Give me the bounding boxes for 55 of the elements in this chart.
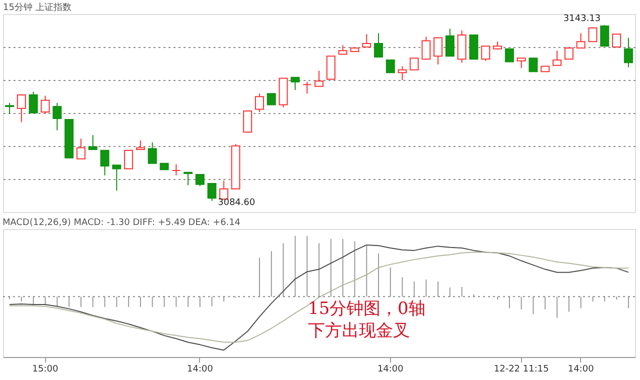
x-tick-label: 14:00 bbox=[377, 364, 404, 374]
candlestick bbox=[100, 150, 110, 176]
candlestick bbox=[184, 172, 193, 186]
candlestick bbox=[254, 93, 264, 112]
candlestick bbox=[195, 174, 204, 187]
candlestick bbox=[588, 27, 598, 42]
candlestick bbox=[481, 46, 490, 62]
candlestick bbox=[374, 32, 384, 58]
candlestick bbox=[172, 164, 181, 176]
candlestick bbox=[112, 164, 122, 192]
candlestick bbox=[76, 138, 86, 160]
candlestick bbox=[28, 91, 38, 114]
candlestick bbox=[326, 56, 336, 80]
candlestick bbox=[52, 102, 62, 131]
candlestick bbox=[290, 76, 300, 91]
candlestick bbox=[207, 182, 216, 202]
candlestick bbox=[612, 34, 622, 48]
candlestick bbox=[219, 180, 228, 200]
candlestick bbox=[410, 58, 419, 70]
candlestick bbox=[5, 102, 14, 114]
annotation: 15分钟图，0轴 bbox=[308, 299, 426, 319]
candlestick bbox=[40, 95, 50, 114]
candlestick bbox=[16, 94, 26, 123]
candlestick bbox=[422, 36, 431, 60]
candlestick bbox=[314, 70, 324, 87]
candlestick bbox=[338, 44, 348, 55]
candlestick bbox=[576, 32, 586, 48]
annotation: 下方出现金叉 bbox=[308, 321, 410, 341]
candlestick bbox=[266, 93, 276, 106]
candlestick bbox=[243, 110, 252, 133]
x-tick-label: 15:00 bbox=[32, 364, 58, 374]
candlestick bbox=[600, 24, 610, 47]
annotation: 3084.60 bbox=[218, 198, 256, 208]
candlestick bbox=[552, 50, 562, 66]
candlestick bbox=[624, 37, 633, 68]
x-tick-label: 14:00 bbox=[568, 364, 594, 374]
candlestick bbox=[528, 58, 538, 72]
x-tick-label: 12-22 11:15 bbox=[494, 364, 549, 374]
candlestick bbox=[136, 140, 145, 150]
chart-title: 15分钟 上证指数 bbox=[3, 2, 72, 13]
candlestick bbox=[398, 66, 407, 81]
candlestick bbox=[564, 47, 574, 60]
candlestick bbox=[434, 37, 443, 65]
candlestick bbox=[362, 34, 372, 48]
candlestick bbox=[124, 150, 134, 170]
candlestick bbox=[148, 142, 157, 164]
candlestick bbox=[445, 28, 454, 57]
candlestick bbox=[516, 58, 526, 69]
chart-title: MACD(12,26,9) MACD: -1.30 DIFF: +5.49 DEA: +6.14 bbox=[2, 218, 241, 228]
annotation: 3143.13 bbox=[563, 14, 601, 24]
x-tick-label: 14:00 bbox=[187, 364, 214, 374]
candlestick bbox=[386, 59, 395, 74]
candlestick bbox=[302, 81, 312, 94]
candlestick bbox=[88, 134, 98, 150]
candlestick bbox=[504, 48, 514, 62]
